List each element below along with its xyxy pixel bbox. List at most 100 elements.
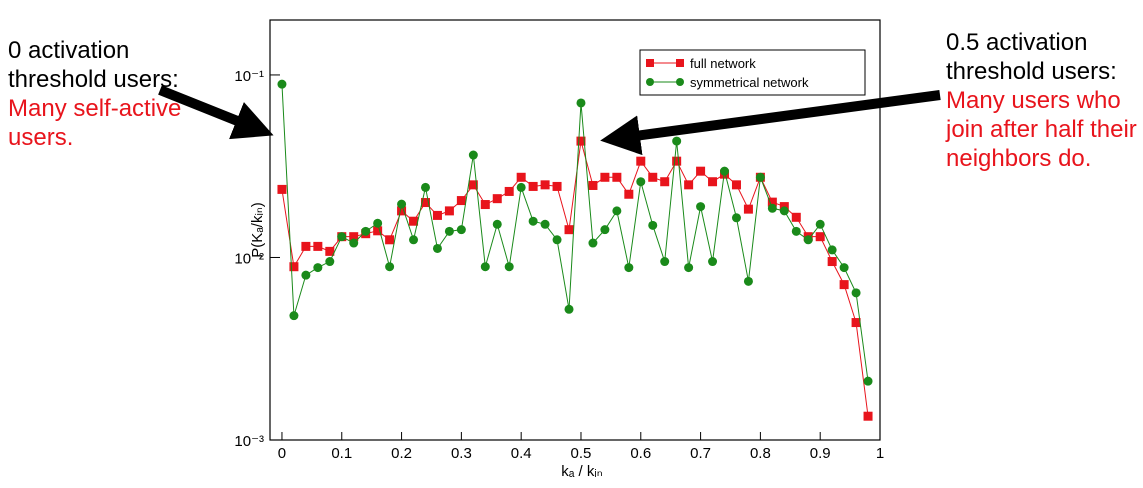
marker: [839, 263, 849, 273]
marker: [851, 318, 861, 328]
annotation-highlight: Many users who join after half their nei…: [946, 87, 1137, 172]
marker: [277, 184, 287, 194]
marker: [708, 257, 718, 267]
marker: [791, 212, 801, 222]
marker: [409, 235, 419, 245]
marker: [648, 220, 658, 230]
marker: [456, 225, 466, 235]
series-line: [281, 84, 869, 382]
marker: [839, 280, 849, 290]
marker: [540, 219, 550, 229]
annotation: 0.5 activation threshold users: Many use…: [946, 28, 1141, 173]
marker: [827, 245, 837, 255]
marker: [564, 225, 574, 235]
x-tick-label: 0.1: [331, 445, 352, 462]
marker: [743, 204, 753, 214]
marker: [289, 262, 299, 272]
marker: [325, 257, 335, 267]
marker: [827, 257, 837, 267]
marker: [289, 311, 299, 321]
legend-marker: [676, 59, 684, 67]
marker: [600, 172, 610, 182]
annotation-text: 0.5 activation threshold users:: [946, 29, 1117, 85]
marker: [504, 186, 514, 196]
marker: [696, 202, 706, 212]
marker: [373, 226, 383, 236]
series-line: [281, 140, 869, 417]
annotation: 0 activation threshold users: Many self-…: [8, 36, 183, 152]
marker: [301, 241, 311, 251]
arrow: [158, 85, 274, 140]
marker: [349, 238, 359, 248]
x-tick-label: 0.7: [690, 445, 711, 462]
marker: [397, 199, 407, 209]
x-tick-label: 0: [278, 445, 286, 462]
marker: [660, 177, 670, 187]
marker: [552, 181, 562, 191]
marker: [612, 206, 622, 216]
marker: [791, 226, 801, 236]
y-tick-label: 10⁻³: [234, 433, 264, 450]
marker: [432, 243, 442, 253]
x-tick-label: 0.8: [750, 445, 771, 462]
marker: [456, 196, 466, 206]
marker: [528, 181, 538, 191]
marker: [767, 203, 777, 213]
marker: [337, 232, 347, 242]
annotation-highlight: Many self-active users.: [8, 95, 182, 151]
x-tick-label: 0.3: [451, 445, 472, 462]
marker: [444, 226, 454, 236]
marker: [301, 270, 311, 280]
marker: [588, 180, 598, 190]
marker: [492, 194, 502, 204]
marker: [660, 257, 670, 267]
x-tick-label: 1: [876, 445, 884, 462]
marker: [624, 263, 634, 273]
legend-label: full network: [690, 56, 756, 71]
marker: [720, 166, 730, 176]
marker: [755, 172, 765, 182]
marker: [863, 376, 873, 386]
marker: [588, 238, 598, 248]
marker: [516, 172, 526, 182]
marker: [516, 182, 526, 192]
marker: [803, 235, 813, 245]
marker: [468, 150, 478, 160]
marker: [815, 219, 825, 229]
marker: [743, 276, 753, 286]
marker: [576, 98, 586, 108]
legend-marker: [676, 78, 684, 86]
marker: [600, 225, 610, 235]
marker: [636, 177, 646, 187]
x-tick-label: 0.6: [630, 445, 651, 462]
marker: [696, 166, 706, 176]
marker: [684, 263, 694, 273]
marker: [612, 172, 622, 182]
marker: [779, 206, 789, 216]
arrow: [600, 90, 941, 156]
marker: [420, 198, 430, 208]
marker: [540, 180, 550, 190]
marker: [373, 218, 383, 228]
marker: [636, 156, 646, 166]
x-tick-label: 0.2: [391, 445, 412, 462]
marker: [385, 235, 395, 245]
marker: [552, 235, 562, 245]
legend-marker: [646, 59, 654, 67]
x-tick-label: 0.9: [810, 445, 831, 462]
marker: [432, 210, 442, 220]
y-tick-label: 10⁻¹: [234, 68, 264, 85]
marker: [492, 219, 502, 229]
marker: [708, 177, 718, 187]
marker: [385, 262, 395, 272]
y-tick-label: 10⁻²: [234, 250, 264, 267]
marker: [504, 262, 514, 272]
marker: [576, 136, 586, 146]
marker: [863, 411, 873, 421]
marker: [409, 216, 419, 226]
legend-label: symmetrical network: [690, 75, 809, 90]
marker: [851, 288, 861, 298]
y-axis-label: P(Kₐ/kᵢₙ): [249, 202, 266, 258]
